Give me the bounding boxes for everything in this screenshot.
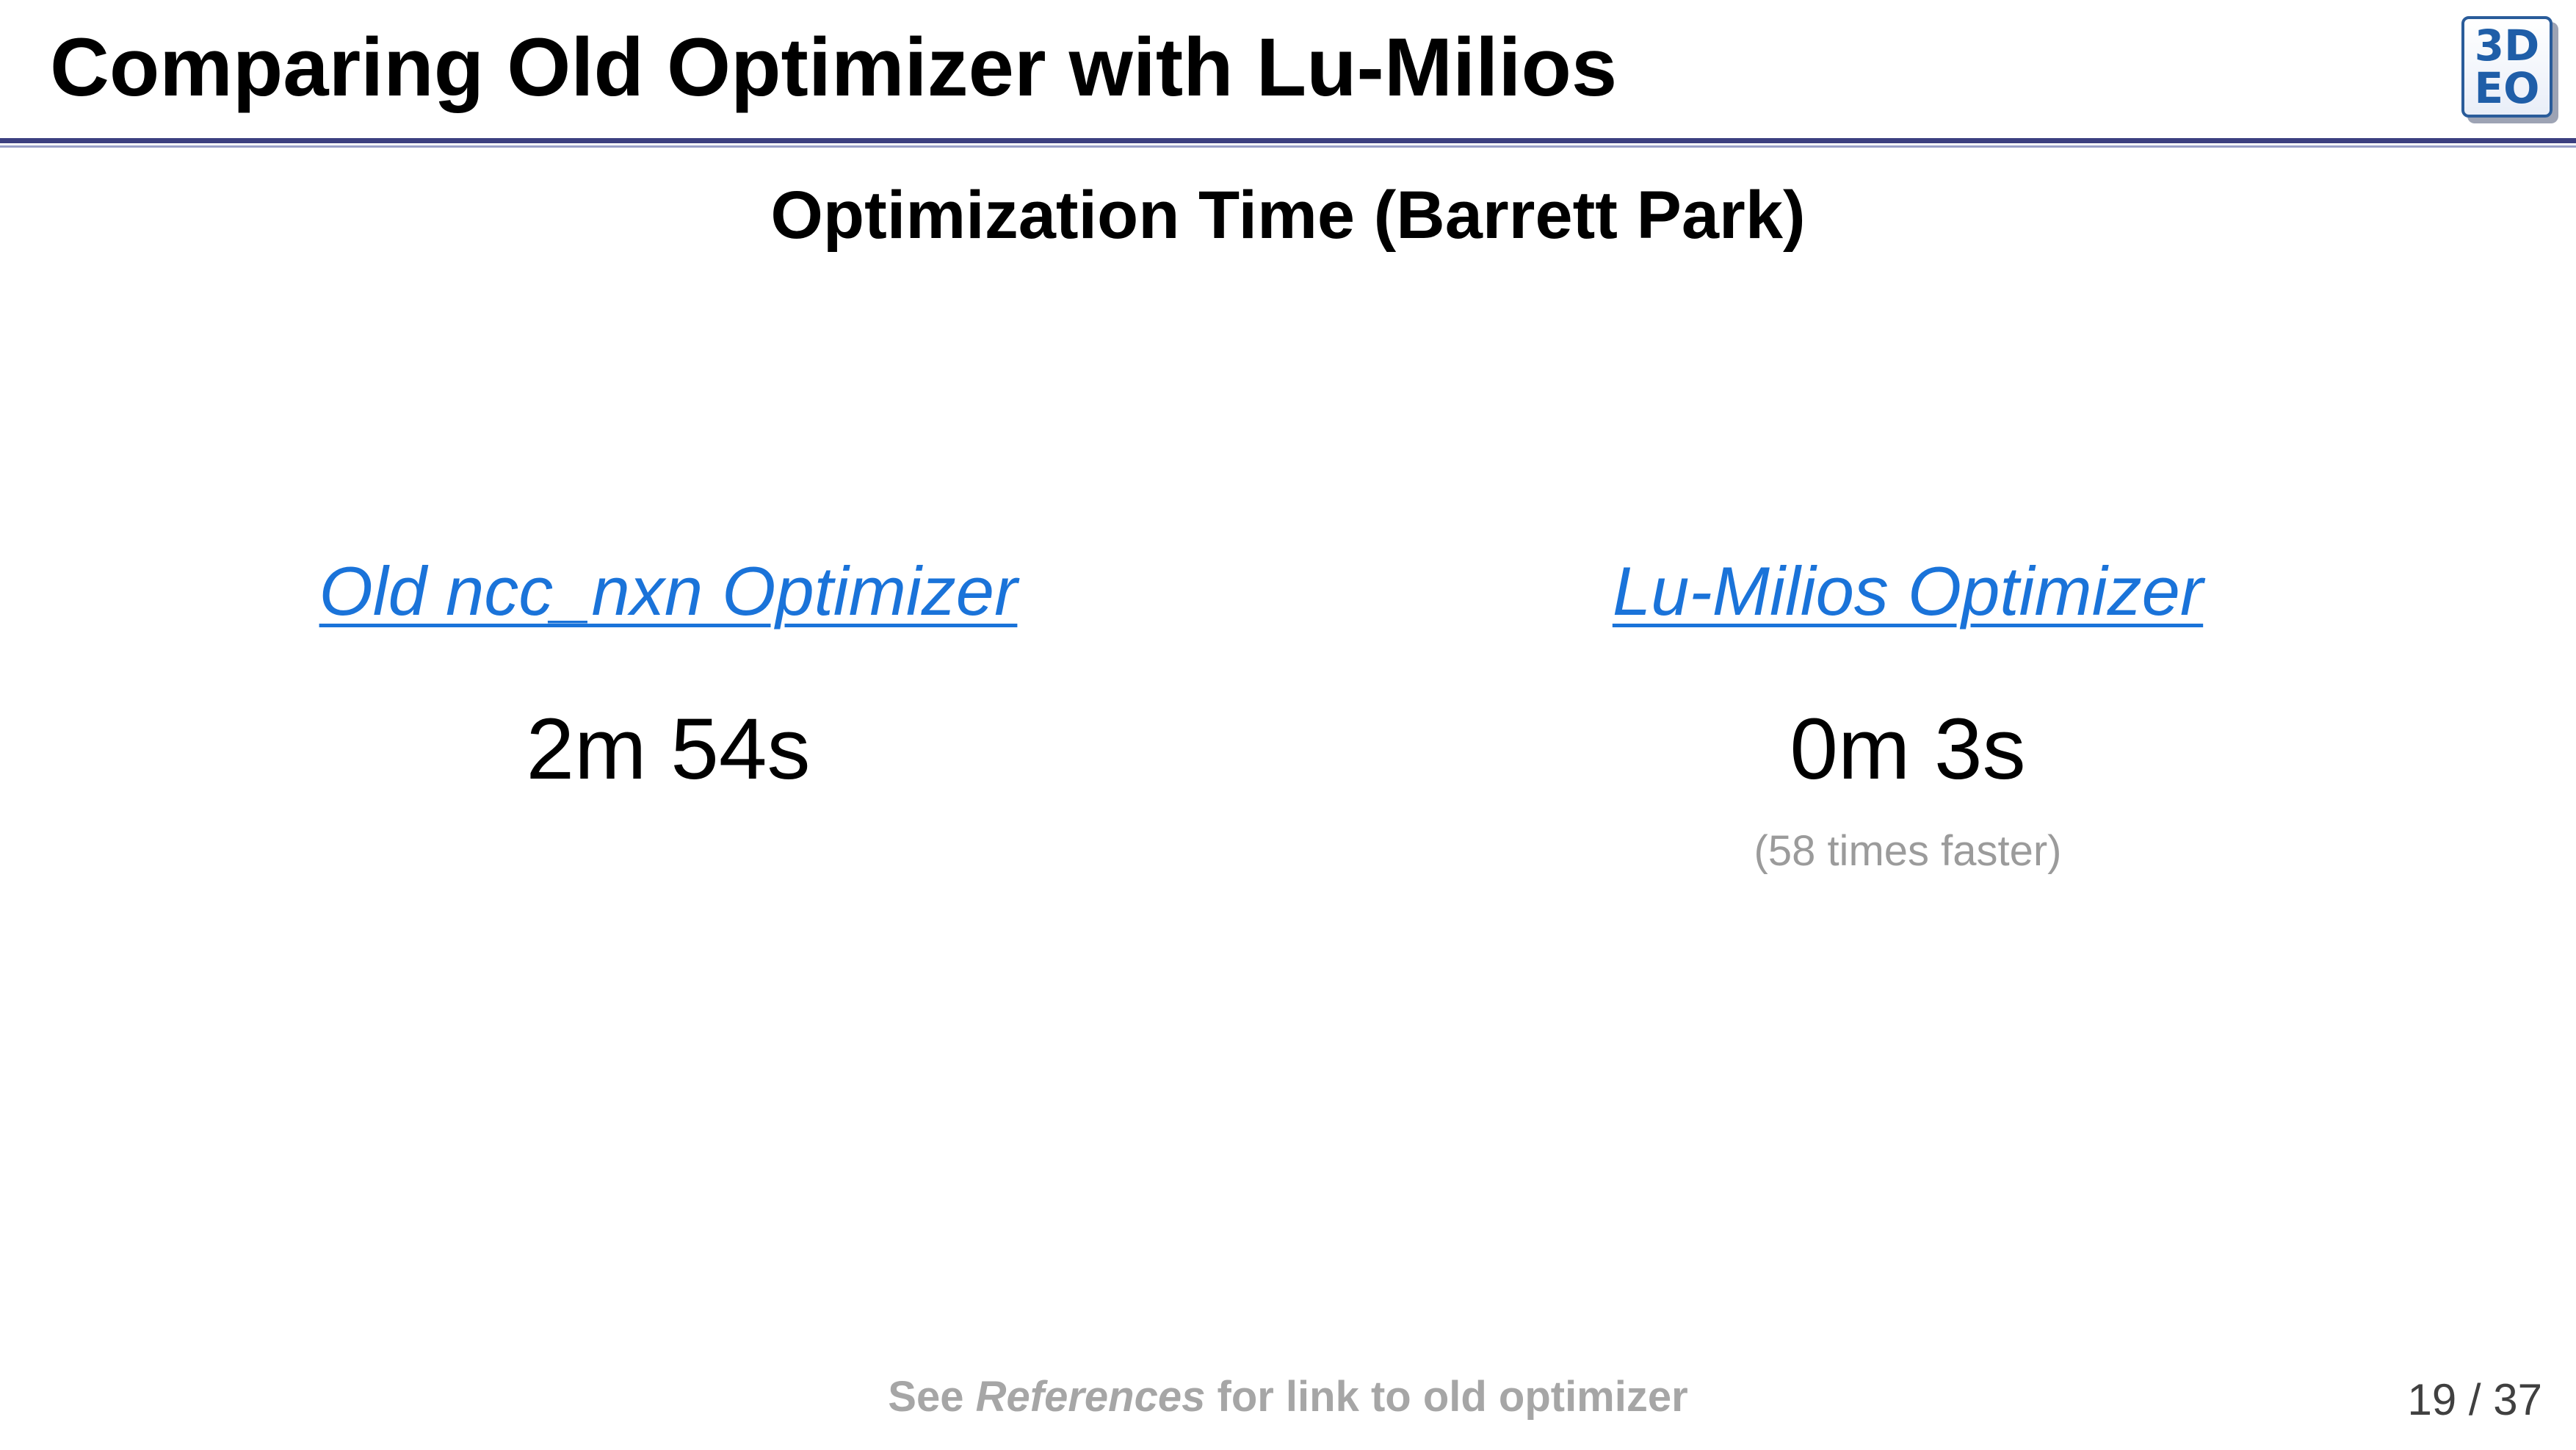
- logo-line-1: 3D: [2474, 21, 2540, 71]
- page-separator: /: [2468, 1375, 2481, 1424]
- page-current: 19: [2407, 1375, 2457, 1424]
- header-rule-accent: [0, 145, 2576, 148]
- header-rule: [0, 138, 2576, 143]
- footer-prefix: See: [888, 1373, 964, 1421]
- slide-title: Comparing Old Optimizer with Lu-Milios: [50, 21, 1618, 113]
- footer-note: See References for link to old optimizer: [0, 1368, 2576, 1426]
- logo-line-2: EO: [2474, 63, 2540, 113]
- slide-header: Comparing Old Optimizer with Lu-Milios 3…: [0, 0, 2576, 148]
- comparison-lu-milios-optimizer: Lu-Milios Optimizer 0m 3s (58 times fast…: [1430, 544, 2385, 877]
- lu-milios-optimizer-time: 0m 3s: [1790, 701, 2026, 798]
- 3deo-logo: 3D EO: [2461, 16, 2553, 118]
- footer-suffix: for link to old optimizer: [1217, 1373, 1688, 1421]
- slide-subtitle: Optimization Time (Barrett Park): [770, 178, 1806, 253]
- footer-references: References: [975, 1373, 1206, 1421]
- speedup-note: (58 times faster): [1754, 827, 2062, 875]
- old-optimizer-link[interactable]: Old ncc_nxn Optimizer: [319, 552, 1018, 630]
- page-total: 37: [2493, 1375, 2542, 1424]
- page-number: 19 / 37: [2407, 1371, 2542, 1429]
- old-optimizer-time: 2m 54s: [526, 701, 811, 798]
- lu-milios-optimizer-link[interactable]: Lu-Milios Optimizer: [1612, 552, 2204, 630]
- comparison-old-optimizer: Old ncc_nxn Optimizer 2m 54s: [191, 544, 1146, 801]
